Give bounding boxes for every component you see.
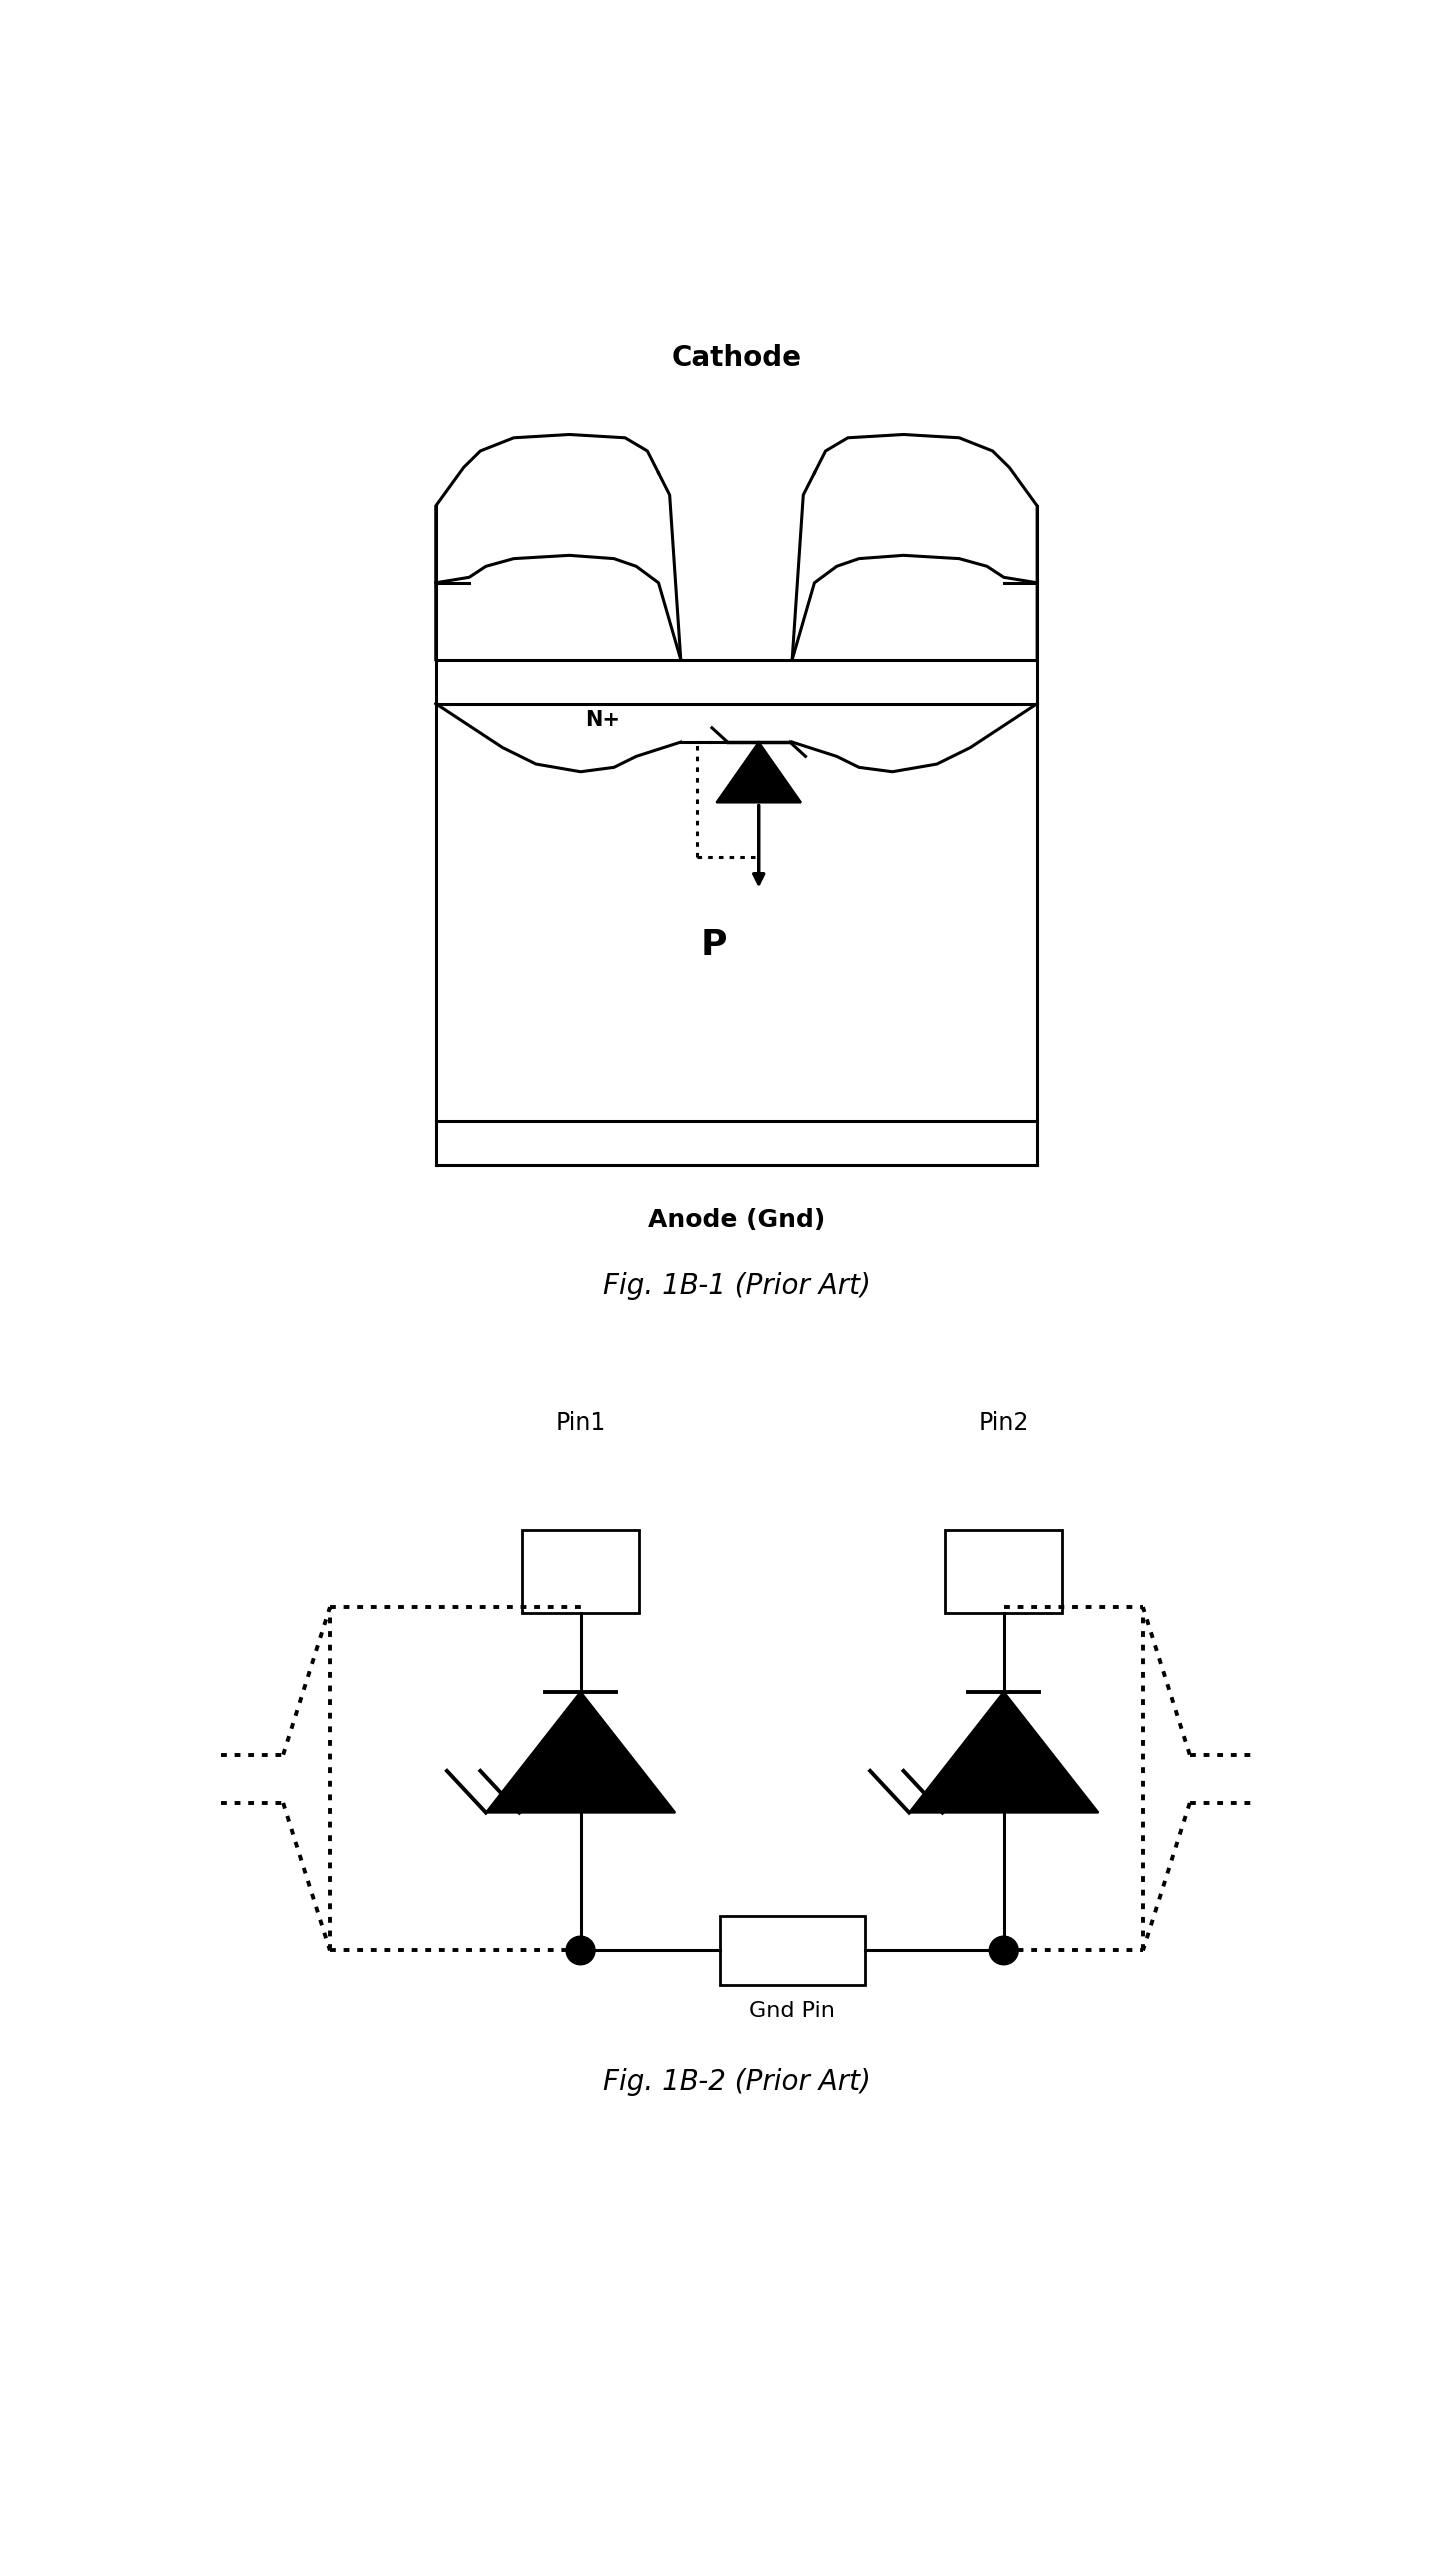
Text: N+: N+: [585, 711, 621, 729]
Text: Anode (Gnd): Anode (Gnd): [648, 1207, 825, 1233]
Text: Pin2: Pin2: [979, 1412, 1029, 1436]
Circle shape: [566, 1936, 595, 1965]
Bar: [720, 1916, 865, 1985]
Text: Fig. 1B-2 (Prior Art): Fig. 1B-2 (Prior Art): [602, 2067, 871, 2095]
Bar: [522, 1531, 639, 1613]
Text: Gnd Pin: Gnd Pin: [749, 2000, 835, 2021]
Circle shape: [989, 1936, 1019, 1965]
Text: Pin1: Pin1: [556, 1412, 605, 1436]
Polygon shape: [486, 1692, 675, 1813]
Polygon shape: [910, 1692, 1098, 1813]
Polygon shape: [717, 742, 800, 801]
Text: Cathode: Cathode: [671, 344, 802, 372]
Text: P: P: [701, 927, 727, 963]
Bar: [946, 1531, 1062, 1613]
Text: Fig. 1B-1 (Prior Art): Fig. 1B-1 (Prior Art): [602, 1271, 871, 1299]
